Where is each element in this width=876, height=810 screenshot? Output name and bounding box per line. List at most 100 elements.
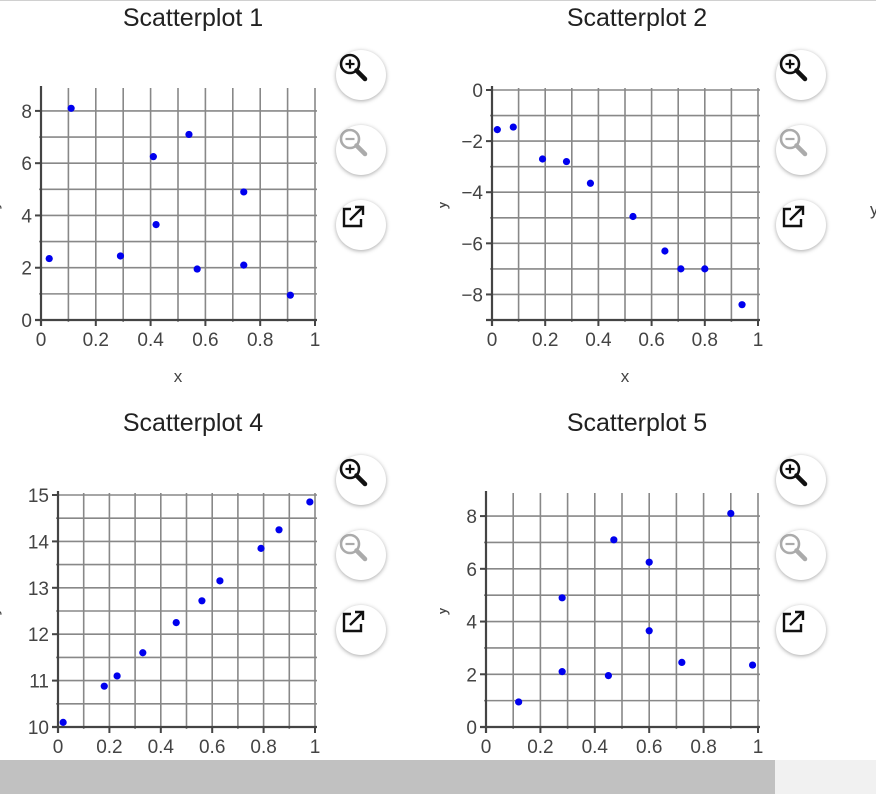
data-point xyxy=(172,619,180,627)
x-tick-label: 0.6 xyxy=(636,737,662,758)
data-point xyxy=(562,157,571,166)
data-point xyxy=(100,682,108,690)
zoom-in-icon xyxy=(339,458,368,487)
data-point xyxy=(727,509,735,518)
x-tick-label: 0.4 xyxy=(148,737,175,758)
data-point xyxy=(677,265,685,273)
x-tick-label: 0.8 xyxy=(690,737,716,758)
external-link-icon xyxy=(342,205,365,228)
open-external-button[interactable] xyxy=(776,200,826,250)
external-link-icon xyxy=(782,610,805,633)
data-point xyxy=(645,558,653,566)
grid-lines xyxy=(490,88,760,322)
data-point xyxy=(275,526,283,534)
x-tick-label: 0.4 xyxy=(585,330,612,351)
zoom-out-button[interactable] xyxy=(776,530,826,580)
chart-title: Scatterplot 5 xyxy=(567,409,707,437)
y-tick-label: 8 xyxy=(466,507,477,528)
data-point xyxy=(45,254,53,263)
scatterplot-svg: Scatterplot 400.20.40.60.81101112131415x… xyxy=(0,409,321,791)
scatterplot-svg: Scatterplot 2 0 0.2 0.4 0.6 0.8 1 0 −2 −4 −6 −8 x y xyxy=(440,4,764,386)
zoom-in-button[interactable] xyxy=(776,455,826,505)
y-tick-label: 4 xyxy=(21,206,32,227)
data-point xyxy=(59,718,67,726)
y-tick-label: 2 xyxy=(21,259,32,280)
y-tick-label: 6 xyxy=(466,560,477,581)
open-external-button[interactable] xyxy=(336,200,386,250)
data-point xyxy=(610,536,618,544)
y-tick-label: 10 xyxy=(28,718,49,739)
grid-lines xyxy=(39,88,317,322)
x-tick-label: 0.4 xyxy=(137,330,164,351)
data-point xyxy=(286,291,294,299)
open-external-button[interactable] xyxy=(336,605,386,655)
data-point xyxy=(240,261,248,269)
x-tick-label: 1 xyxy=(753,330,764,351)
data-point xyxy=(738,301,746,309)
zoom-in-button[interactable] xyxy=(336,455,386,505)
data-point xyxy=(67,104,75,112)
right-edge-glyph: y xyxy=(870,200,876,219)
zoom-out-icon xyxy=(339,533,368,562)
zoom-in-button[interactable] xyxy=(336,50,386,100)
x-axis-label: x xyxy=(174,367,183,386)
data-point xyxy=(558,594,566,602)
x-tick-label: 0.8 xyxy=(250,737,276,758)
x-tick-label: 0.4 xyxy=(582,737,609,758)
y-tick-label: 2 xyxy=(466,665,477,686)
open-external-button[interactable] xyxy=(776,605,826,655)
y-tick-label: 0 xyxy=(466,718,477,739)
data-point xyxy=(257,544,265,552)
data-point xyxy=(306,498,314,506)
zoom-out-button[interactable] xyxy=(336,125,386,175)
data-point xyxy=(116,252,125,260)
x-axis-label: x xyxy=(621,367,630,386)
chart-title: Scatterplot 1 xyxy=(123,4,263,32)
external-link-icon xyxy=(342,610,365,633)
grid-lines xyxy=(484,493,760,729)
data-point xyxy=(139,649,147,657)
y-tick-label: −6 xyxy=(461,234,483,255)
y-tick-label: −2 xyxy=(461,132,483,153)
x-tick-label: 0.6 xyxy=(199,737,225,758)
y-tick-label: 0 xyxy=(472,81,483,102)
y-axis-label: y xyxy=(0,606,2,615)
chart-title: Scatterplot 2 xyxy=(567,4,707,32)
x-tick-label: 0.8 xyxy=(247,330,273,351)
zoom-out-icon xyxy=(339,128,368,157)
data-point xyxy=(493,126,501,134)
x-tick-label: 0.6 xyxy=(638,330,664,351)
y-tick-label: 8 xyxy=(21,102,32,123)
zoom-out-button[interactable] xyxy=(336,530,386,580)
data-point xyxy=(152,221,160,229)
x-tick-label: 1 xyxy=(310,737,321,758)
zoom-out-button[interactable] xyxy=(776,125,826,175)
zoom-in-button[interactable] xyxy=(776,50,826,100)
horizontal-scrollbar-thumb[interactable] xyxy=(0,760,775,794)
data-point xyxy=(509,123,517,131)
zoom-in-icon xyxy=(779,458,808,487)
data-point xyxy=(558,668,566,676)
y-tick-label: −4 xyxy=(461,183,483,204)
y-tick-label: 12 xyxy=(28,625,49,646)
scatterplot-panel: Scatterplot 2 0 0.2 0.4 0.6 0.8 1 0 −2 −4 −6 −8 x y xyxy=(440,0,876,405)
y-tick-label: 13 xyxy=(28,579,49,600)
y-tick-label: 15 xyxy=(28,486,49,507)
y-axis-label: y xyxy=(0,200,2,209)
axes xyxy=(480,491,760,733)
y-tick-label: −8 xyxy=(461,285,483,306)
data-point xyxy=(678,658,686,667)
scatterplot-svg: Scatterplot 500.20.40.60.8102468xy xyxy=(440,409,763,791)
data-point xyxy=(113,672,121,680)
x-tick-label: 1 xyxy=(310,330,321,351)
y-tick-label: 0 xyxy=(21,311,32,332)
data-point xyxy=(701,265,709,273)
chart-title: Scatterplot 4 xyxy=(123,409,263,437)
y-axis-label: y xyxy=(440,200,450,209)
data-point xyxy=(645,627,653,635)
y-axis-label: y xyxy=(440,606,450,615)
x-tick-label: 0 xyxy=(481,737,492,758)
data-point xyxy=(604,671,612,680)
x-tick-label: 0 xyxy=(53,737,64,758)
x-tick-label: 0.2 xyxy=(96,737,122,758)
